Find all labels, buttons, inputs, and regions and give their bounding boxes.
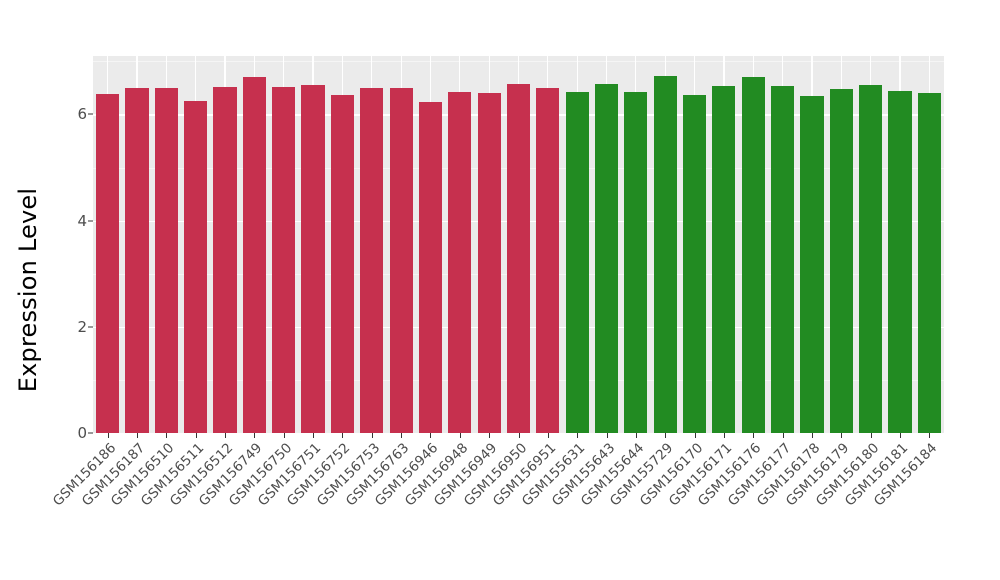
x-axis-tick-mark — [166, 433, 168, 438]
x-axis-tick-mark — [430, 433, 432, 438]
bar — [301, 84, 325, 433]
bar — [741, 76, 765, 433]
bar — [96, 93, 120, 433]
x-axis-tick-mark — [489, 433, 491, 438]
x-axis-tick-mark — [723, 433, 725, 438]
y-axis-tick-mark — [88, 220, 93, 222]
plot-panel — [93, 56, 944, 433]
bar — [771, 86, 795, 433]
x-axis-tick-mark — [635, 433, 637, 438]
bar — [418, 101, 443, 433]
bar — [389, 88, 413, 433]
bar — [477, 93, 501, 433]
bar — [888, 90, 912, 433]
x-axis-tick-mark — [870, 433, 872, 438]
bar — [154, 87, 178, 433]
bar — [917, 92, 941, 433]
x-axis-tick-mark — [811, 433, 813, 438]
x-axis-tick-mark — [225, 433, 227, 438]
bar — [712, 85, 736, 433]
bar — [565, 91, 589, 433]
bar — [272, 86, 296, 433]
y-axis-title: Expression Level — [14, 187, 42, 393]
bar — [800, 96, 824, 433]
x-axis-tick-mark — [313, 433, 315, 438]
bar — [506, 84, 531, 433]
x-axis-tick-mark — [665, 433, 667, 438]
x-axis-tick-mark — [577, 433, 579, 438]
x-axis-tick-mark — [459, 433, 461, 438]
x-axis-tick-mark — [342, 433, 344, 438]
x-axis-tick-mark — [694, 433, 696, 438]
bar — [859, 85, 883, 433]
x-axis-tick-mark — [547, 433, 549, 438]
x-axis-tick-mark — [841, 433, 843, 438]
y-axis-tick-mark — [88, 432, 93, 434]
y-axis-tick-label: 6 — [77, 105, 87, 124]
y-axis-tick-label: 0 — [77, 424, 87, 442]
x-axis: GSM156186 GSM156187 GSM156510 GSM156511 GSM1… — [50, 433, 944, 580]
x-axis-tick-mark — [283, 433, 285, 438]
bar — [213, 87, 237, 433]
bar — [184, 101, 208, 433]
x-axis-tick-mark — [137, 433, 139, 438]
y-axis-tick-mark — [88, 113, 93, 115]
x-axis-tick-mark — [929, 433, 931, 438]
bar — [594, 83, 619, 433]
x-axis-tick-mark — [899, 433, 901, 438]
bar — [360, 88, 384, 433]
bar — [448, 92, 472, 433]
bar — [829, 89, 853, 433]
x-axis-tick-mark — [371, 433, 373, 438]
bar — [536, 88, 560, 433]
x-axis-tick-mark — [782, 433, 784, 438]
y-axis-tick-mark — [88, 326, 93, 328]
bar — [624, 91, 648, 433]
y-axis: 0 2 4 6 — [56, 0, 93, 580]
x-axis-tick-mark — [518, 433, 520, 438]
x-axis-tick-mark — [254, 433, 256, 438]
x-axis-tick-mark — [195, 433, 197, 438]
x-axis-tick-mark — [401, 433, 403, 438]
bar — [242, 77, 266, 433]
bar — [125, 87, 149, 433]
bar — [682, 95, 707, 433]
y-axis-tick-label: 4 — [77, 211, 87, 230]
x-axis-tick-mark — [606, 433, 608, 438]
bar — [330, 95, 354, 433]
bar — [653, 76, 677, 433]
x-axis-tick-mark — [753, 433, 755, 438]
y-axis-tick-label: 2 — [77, 317, 87, 336]
x-axis-tick-mark — [107, 433, 109, 438]
